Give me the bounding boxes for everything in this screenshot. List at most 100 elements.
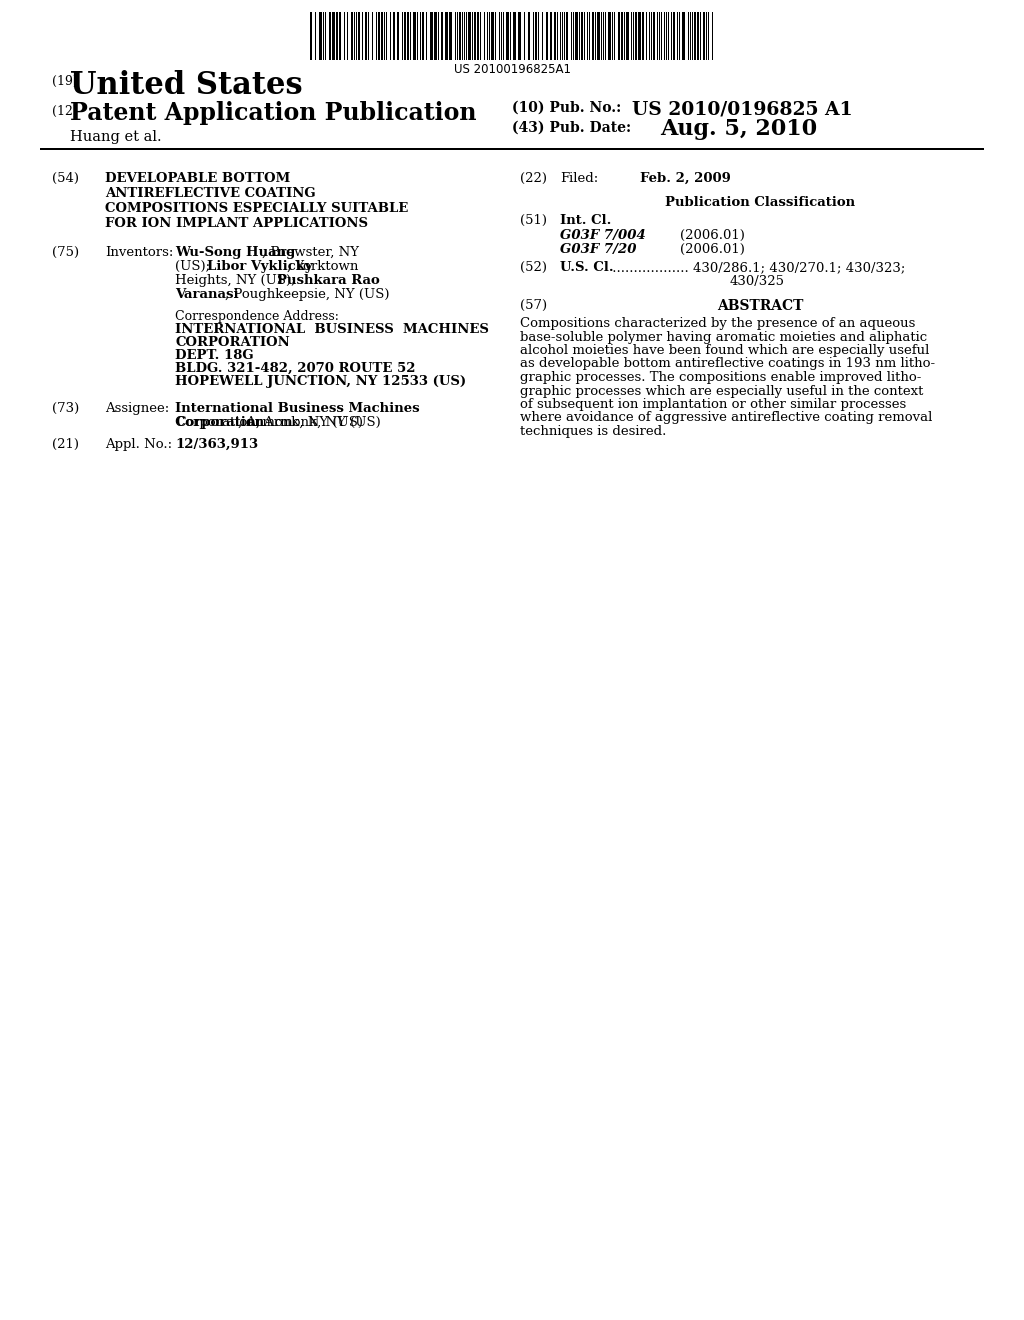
Bar [528,12,530,59]
Text: United States: United States [70,70,303,102]
Text: US 2010/0196825 A1: US 2010/0196825 A1 [632,102,853,119]
Bar [653,12,655,59]
Bar [608,12,611,59]
Text: HOPEWELL JUNCTION, NY 12533 (US): HOPEWELL JUNCTION, NY 12533 (US) [175,375,466,388]
Text: Inventors:: Inventors: [105,246,173,259]
Text: Aug. 5, 2010: Aug. 5, 2010 [660,117,817,140]
Bar [339,12,341,59]
Bar [554,12,556,59]
Bar [459,12,461,59]
Bar [477,12,479,59]
Text: Assignee:: Assignee: [105,403,169,414]
Bar [513,12,516,59]
Text: Appl. No.:: Appl. No.: [105,438,172,451]
Bar [365,12,367,59]
Bar [407,12,409,59]
Text: G03F 7/20: G03F 7/20 [560,243,637,256]
Bar [535,12,537,59]
Text: (57): (57) [520,300,547,312]
Text: (19): (19) [52,75,78,88]
Bar [638,12,641,59]
Bar [518,12,521,59]
Bar [319,12,322,59]
Text: Patent Application Publication: Patent Application Publication [70,102,476,125]
Bar [581,12,583,59]
Text: G03F 7/004: G03F 7/004 [560,228,646,242]
Text: , Brewster, NY: , Brewster, NY [262,246,359,259]
Bar [332,12,335,59]
Text: Varanasi: Varanasi [175,288,239,301]
Bar [694,12,696,59]
Bar [697,12,699,59]
Text: Wu-Song Huang: Wu-Song Huang [175,246,295,259]
Text: , Armonk, NY (US): , Armonk, NY (US) [238,416,362,429]
Text: COMPOSITIONS ESPECIALLY SUITABLE: COMPOSITIONS ESPECIALLY SUITABLE [105,202,409,215]
Text: (43) Pub. Date:: (43) Pub. Date: [512,121,631,135]
Text: DEPT. 18G: DEPT. 18G [175,348,254,362]
Bar [635,12,637,59]
Text: of subsequent ion implantation or other similar processes: of subsequent ion implantation or other … [520,399,906,411]
Bar [404,12,406,59]
Text: (21): (21) [52,438,79,451]
Text: graphic processes. The compositions enable improved litho-: graphic processes. The compositions enab… [520,371,922,384]
Text: Huang et al.: Huang et al. [70,129,162,144]
Text: Corporation: Corporation [175,416,264,429]
Text: graphic processes which are especially useful in the context: graphic processes which are especially u… [520,384,924,397]
Text: U.S. Cl.: U.S. Cl. [560,261,613,275]
Bar [592,12,594,59]
Text: US 20100196825A1: US 20100196825A1 [454,63,570,77]
Text: Int. Cl.: Int. Cl. [560,214,611,227]
Text: Feb. 2, 2009: Feb. 2, 2009 [640,172,731,185]
Text: Libor Vyklicky: Libor Vyklicky [207,260,312,273]
Text: INTERNATIONAL  BUSINESS  MACHINES: INTERNATIONAL BUSINESS MACHINES [175,323,488,337]
Bar [358,12,360,59]
Bar [642,12,644,59]
Bar [329,12,331,59]
Bar [626,12,629,59]
Bar [682,12,685,59]
Bar [397,12,399,59]
Text: techniques is desired.: techniques is desired. [520,425,667,438]
Bar [441,12,443,59]
Bar [618,12,620,59]
Text: (US);: (US); [175,260,214,273]
Text: .................. 430/286.1; 430/270.1; 430/323;: .................. 430/286.1; 430/270.1;… [608,261,905,275]
Text: base-soluble polymer having aromatic moieties and aliphatic: base-soluble polymer having aromatic moi… [520,330,927,343]
Bar [422,12,424,59]
Bar [546,12,548,59]
Bar [430,12,433,59]
Bar [434,12,437,59]
Text: (12): (12) [52,106,78,117]
Text: Heights, NY (US);: Heights, NY (US); [175,275,300,286]
Text: where avoidance of aggressive antireflective coating removal: where avoidance of aggressive antireflec… [520,412,933,425]
Text: Pushkara Rao: Pushkara Rao [278,275,380,286]
Text: Corporation, Armonk, NY (US): Corporation, Armonk, NY (US) [175,416,381,429]
Text: alcohol moieties have been found which are especially useful: alcohol moieties have been found which a… [520,345,930,356]
Text: (75): (75) [52,246,79,259]
Text: FOR ION IMPLANT APPLICATIONS: FOR ION IMPLANT APPLICATIONS [105,216,368,230]
Text: (52): (52) [520,261,547,275]
Text: 12/363,913: 12/363,913 [175,438,258,451]
Text: Filed:: Filed: [560,172,598,185]
Bar [703,12,705,59]
Bar [506,12,509,59]
Bar [449,12,452,59]
Bar [673,12,675,59]
Text: International Business Machines: International Business Machines [175,403,420,414]
Bar [381,12,383,59]
Bar [621,12,623,59]
Bar [336,12,338,59]
Bar [490,12,494,59]
Bar [378,12,380,59]
Text: , Poughkeepsie, NY (US): , Poughkeepsie, NY (US) [225,288,389,301]
Bar [575,12,578,59]
Text: (2006.01): (2006.01) [680,243,744,256]
Text: , Yorktown: , Yorktown [287,260,358,273]
Text: Compositions characterized by the presence of an aqueous: Compositions characterized by the presen… [520,317,915,330]
Text: (2006.01): (2006.01) [680,228,744,242]
Text: Correspondence Address:: Correspondence Address: [175,310,339,323]
Bar [393,12,395,59]
Bar [310,12,312,59]
Text: (51): (51) [520,214,547,227]
Text: DEVELOPABLE BOTTOM: DEVELOPABLE BOTTOM [105,172,290,185]
